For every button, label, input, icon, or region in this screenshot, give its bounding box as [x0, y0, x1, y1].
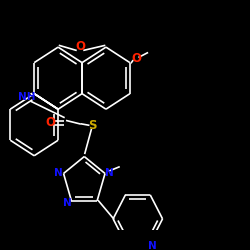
Text: O: O	[46, 116, 56, 129]
Text: O: O	[76, 40, 86, 54]
Text: O: O	[131, 52, 141, 65]
Text: N: N	[63, 198, 72, 207]
Text: N: N	[105, 168, 114, 177]
Text: N: N	[54, 168, 63, 177]
Text: N: N	[148, 241, 157, 250]
Text: NH: NH	[18, 92, 36, 102]
Text: S: S	[88, 119, 96, 132]
